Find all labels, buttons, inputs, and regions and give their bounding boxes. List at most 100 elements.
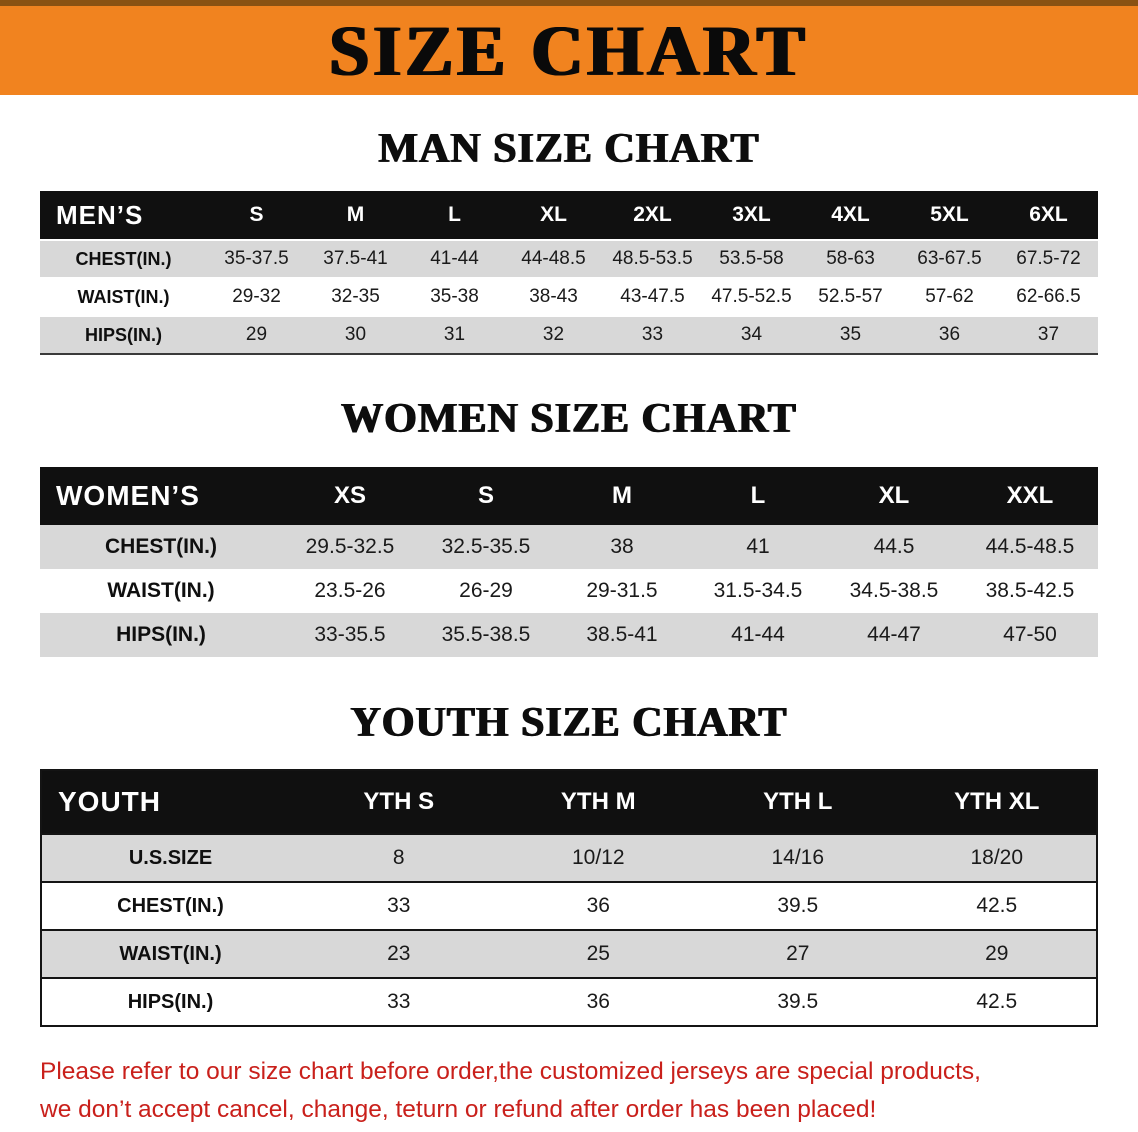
men-size-table-host: MEN’S S M L XL 2XL 3XL 4XL 5XL 6XL CHEST(IN.) 35-37… (40, 191, 1098, 356)
table-row: U.S.SIZE 8 10/12 14/16 18/20 (41, 833, 1097, 883)
row-label: HIPS(IN.) (41, 977, 299, 1027)
size-value: 29-32 (207, 277, 306, 317)
size-value: 36 (498, 881, 698, 931)
size-value: 29 (207, 315, 306, 355)
men-size-section: MAN SIZE CHART MEN’S S M L XL 2XL 3XL 4XL 5XL 6XL… (0, 126, 1138, 356)
youth-size-section: YOUTH SIZE CHART YOUTH YTH S YTH M YTH L YTH… (0, 700, 1138, 1028)
youth-section-heading: YOUTH SIZE CHART (350, 700, 788, 747)
size-value: 44.5 (826, 525, 962, 570)
size-value: 39.5 (698, 977, 898, 1027)
column-header: 4XL (801, 191, 900, 241)
title-banner: SIZE CHART (0, 0, 1138, 95)
column-header: YTH L (698, 770, 898, 835)
table-corner-label: YOUTH (41, 770, 299, 835)
size-value: 43-47.5 (603, 277, 702, 317)
column-header: XL (826, 467, 962, 526)
row-label: HIPS(IN.) (40, 613, 282, 658)
size-value: 32-35 (306, 277, 405, 317)
size-value: 44.5-48.5 (962, 525, 1098, 570)
size-value: 31.5-34.5 (713, 579, 803, 603)
size-value: 33 (603, 315, 702, 355)
size-value: 44-47 (826, 613, 962, 658)
size-value: 44-48.5 (504, 239, 603, 279)
table-header-row: WOMEN’S XS S M L XL XXL (40, 467, 1098, 526)
column-header: L (405, 191, 504, 241)
size-value: 42.5 (897, 977, 1097, 1027)
size-value: 33-35.5 (282, 613, 418, 658)
table-row: CHEST(IN.) 35-37.5 37.5-41 41-44 44-48.5 48.5… (40, 239, 1098, 279)
column-header: XL (504, 191, 603, 241)
table-header-row: YOUTH YTH S YTH M YTH L YTH XL (41, 770, 1097, 835)
disclaimer-line-1: Please refer to our size chart before or… (40, 1058, 981, 1086)
women-size-table-host: WOMEN’S XS S M L XL XXL CHEST(IN.) 29.5-32.5 32.5… (40, 467, 1098, 658)
size-value: 48.5-53.5 (603, 239, 702, 279)
column-header: 6XL (999, 191, 1098, 241)
size-value: 63-67.5 (900, 239, 999, 279)
table-row: HIPS(IN.) 29 30 31 32 33 34 35 36 37 (40, 315, 1098, 355)
size-value: 38.5-41 (554, 613, 690, 658)
row-label: WAIST(IN.) (41, 929, 299, 979)
size-value: 27 (698, 929, 898, 979)
table-row: WAIST(IN.) 23 25 27 29 (41, 929, 1097, 979)
size-value: 35.5-38.5 (418, 613, 554, 658)
size-value: 33 (299, 977, 499, 1027)
size-value: 32.5-35.5 (418, 525, 554, 570)
size-value: 41 (690, 525, 826, 570)
size-value: 38.5-42.5 (985, 579, 1075, 603)
column-header: S (207, 191, 306, 241)
table-corner-label: WOMEN’S (40, 467, 282, 526)
column-header: 3XL (702, 191, 801, 241)
column-header: YTH M (498, 770, 698, 835)
size-value: 25 (498, 929, 698, 979)
size-value: 29-31.5 (586, 579, 658, 603)
row-label: HIPS(IN.) (40, 315, 207, 355)
table-corner-label: MEN’S (40, 191, 207, 241)
women-section-heading: WOMEN SIZE CHART (341, 396, 797, 443)
column-header: 2XL (603, 191, 702, 241)
row-label: CHEST(IN.) (41, 881, 299, 931)
men-section-heading: MAN SIZE CHART (378, 126, 760, 172)
size-value: 31 (405, 315, 504, 355)
row-label: U.S.SIZE (41, 833, 299, 883)
column-header: M (554, 467, 690, 526)
row-label: CHEST(IN.) (40, 239, 207, 279)
size-value: 10/12 (498, 833, 698, 883)
size-value: 37 (999, 315, 1098, 355)
size-value: 34 (702, 315, 801, 355)
row-label: WAIST(IN.) (107, 579, 215, 603)
size-value: 32 (504, 315, 603, 355)
disclaimer: Please refer to our size chart before or… (40, 1053, 1118, 1129)
women-size-section: WOMEN SIZE CHART WOMEN’S XS S M L XL XXL CHEST(… (0, 396, 1138, 658)
size-value: 26-29 (459, 579, 513, 603)
size-value: 62-66.5 (999, 277, 1098, 317)
row-label: WAIST(IN.) (40, 277, 207, 317)
youth-size-table-host: YOUTH YTH S YTH M YTH L YTH XL U.S.SIZE 8 10/12… (40, 769, 1098, 1028)
size-value: 47-50 (962, 613, 1098, 658)
column-header: XS (282, 467, 418, 526)
size-value: 29 (897, 929, 1097, 979)
size-value: 23 (299, 929, 499, 979)
column-header: L (690, 467, 826, 526)
size-value: 52.5-57 (801, 277, 900, 317)
size-value: 67.5-72 (999, 239, 1098, 279)
column-header: YTH XL (897, 770, 1097, 835)
size-value: 35-37.5 (207, 239, 306, 279)
size-value: 41-44 (405, 239, 504, 279)
size-value: 53.5-58 (702, 239, 801, 279)
youth-size-table: YOUTH YTH S YTH M YTH L YTH XL U.S.SIZE 8 10/12… (40, 769, 1098, 1028)
size-value: 38-43 (504, 277, 603, 317)
table-row: CHEST(IN.) 33 36 39.5 42.5 (41, 881, 1097, 931)
table-row: CHEST(IN.) 29.5-32.5 32.5-35.5 38 41 44.5 44.5… (40, 525, 1098, 570)
size-value: 58-63 (801, 239, 900, 279)
table-row: HIPS(IN.) 33 36 39.5 42.5 (41, 977, 1097, 1027)
column-header: M (306, 191, 405, 241)
column-header: XXL (962, 467, 1098, 526)
size-value: 34.5-38.5 (849, 579, 939, 603)
size-value: 36 (498, 977, 698, 1027)
size-value: 33 (299, 881, 499, 931)
size-value: 18/20 (897, 833, 1097, 883)
page-title: SIZE CHART (329, 10, 809, 91)
size-value: 30 (306, 315, 405, 355)
column-header: YTH S (299, 770, 499, 835)
